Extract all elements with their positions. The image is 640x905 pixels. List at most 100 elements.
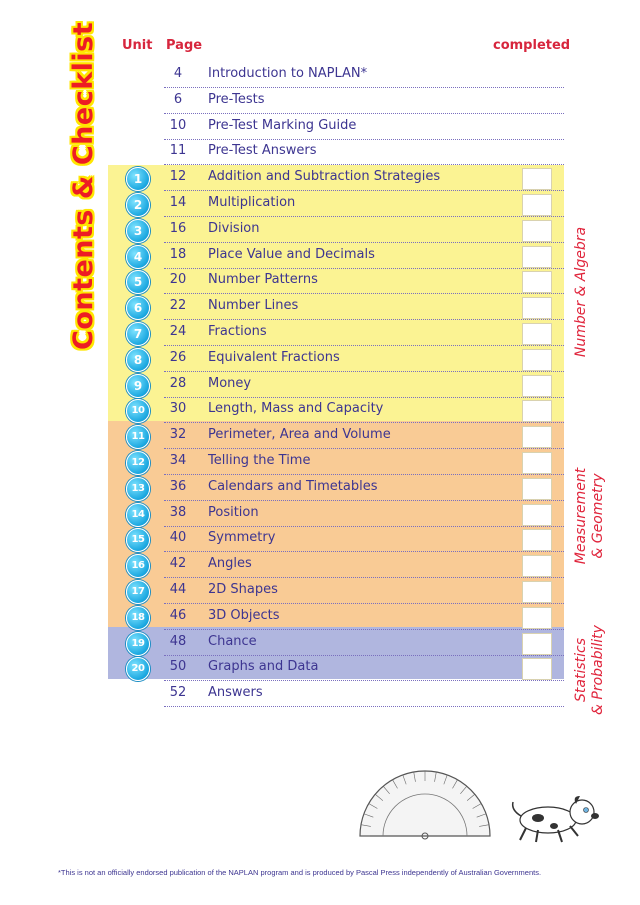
completed-checkbox[interactable] xyxy=(522,658,552,681)
number-algebra-band xyxy=(108,165,564,421)
completed-checkbox[interactable] xyxy=(522,271,552,294)
dotted-leader-line xyxy=(164,396,564,398)
dotted-leader-line xyxy=(164,190,564,192)
page-number: 38 xyxy=(169,504,187,520)
footnote: *This is not an officially endorsed publ… xyxy=(58,868,542,877)
completed-checkbox[interactable] xyxy=(522,477,552,500)
contents-row: 18 46 3D Objects xyxy=(108,604,564,630)
contents-row: 3 16 Division xyxy=(108,217,564,243)
unit-number-badge: 10 xyxy=(126,399,150,424)
contents-row: 10 Pre-Test Marking Guide xyxy=(108,114,564,140)
dotted-leader-line xyxy=(164,319,564,321)
protractor-tick xyxy=(402,774,407,785)
dog-illustration xyxy=(511,796,599,843)
page-number: 48 xyxy=(169,633,187,649)
protractor-tick xyxy=(476,813,487,818)
contents-row: 9 28 Money xyxy=(108,372,564,398)
completed-checkbox[interactable] xyxy=(522,529,552,552)
unit-number-badge: 11 xyxy=(126,425,150,450)
completed-checkbox[interactable] xyxy=(522,606,552,629)
completed-checkbox[interactable] xyxy=(522,245,552,268)
page-number: 16 xyxy=(169,220,187,236)
topic-title: Graphs and Data xyxy=(208,659,319,675)
contents-row: 4 Introduction to NAPLAN* xyxy=(108,62,564,88)
unit-number-badge: 17 xyxy=(126,580,150,604)
dotted-leader-line xyxy=(164,706,564,708)
contents-row: 11 Pre-Test Answers xyxy=(108,139,564,166)
topic-title: Pre-Tests xyxy=(208,91,265,107)
unit-column-header: Unit xyxy=(122,38,153,53)
page-number: 18 xyxy=(169,246,187,262)
unit-number-badge: 18 xyxy=(126,605,150,630)
unit-number-badge: 9 xyxy=(126,373,150,398)
contents-row: 4 18 Place Value and Decimals xyxy=(108,243,564,269)
protractor-tick xyxy=(368,803,378,809)
dotted-leader-line xyxy=(164,603,564,604)
strand-label-line-1: Statistics xyxy=(573,638,589,702)
completed-checkbox[interactable] xyxy=(522,400,552,423)
completed-checkbox[interactable] xyxy=(522,194,552,216)
dotted-leader-line xyxy=(164,87,564,88)
completed-checkbox[interactable] xyxy=(522,503,552,526)
contents-row: 19 48 Chance xyxy=(108,630,564,656)
topic-title: 3D Objects xyxy=(208,607,280,623)
page-number: 34 xyxy=(169,453,187,468)
completed-checkbox[interactable] xyxy=(522,555,552,578)
contents-row: 2 14 Multiplication xyxy=(108,191,564,217)
unit-number-badge: 6 xyxy=(126,296,150,321)
unit-number-badge: 8 xyxy=(126,347,150,372)
contents-row: 10 30 Length, Mass and Capacity xyxy=(108,397,564,424)
completed-checkbox[interactable] xyxy=(522,168,552,191)
page-number: 6 xyxy=(173,91,183,107)
completed-checkbox[interactable] xyxy=(522,452,552,474)
completed-checkbox[interactable] xyxy=(522,632,552,655)
topic-title: Fractions xyxy=(208,324,267,339)
contents-row: 15 40 Symmetry xyxy=(108,526,564,553)
contents-row: 11 32 Perimeter, Area and Volume xyxy=(108,423,564,450)
topic-title: Number Lines xyxy=(208,298,299,314)
page-number: 24 xyxy=(169,324,187,339)
dotted-leader-line xyxy=(164,525,564,527)
page-number: 40 xyxy=(169,530,187,546)
unit-number-badge: 4 xyxy=(126,244,150,269)
completed-checkbox[interactable] xyxy=(522,219,552,242)
dotted-leader-line xyxy=(164,164,564,166)
completed-checkbox[interactable] xyxy=(522,297,552,320)
topic-title: Introduction to NAPLAN* xyxy=(208,66,368,81)
topic-title: Position xyxy=(208,504,259,520)
page-number: 52 xyxy=(169,685,187,701)
protractor-tick xyxy=(360,824,371,827)
protractor-tick xyxy=(479,824,490,827)
topic-title: Calendars and Timetables xyxy=(208,478,378,494)
dotted-leader-line xyxy=(164,551,564,553)
page-number: 11 xyxy=(169,143,187,159)
protractor-tick xyxy=(460,786,468,795)
topic-title: Money xyxy=(208,375,252,391)
completed-checkbox[interactable] xyxy=(522,581,552,603)
dotted-leader-line xyxy=(164,216,564,217)
contents-row: 1 12 Addition and Subtraction Strategies xyxy=(108,165,564,192)
protractor-tick xyxy=(434,771,437,782)
page-number: 28 xyxy=(169,375,187,391)
topic-title: Angles xyxy=(208,556,252,572)
strand-label-statistics-probability: Statistics & Probability xyxy=(573,618,607,722)
contents-row: 16 42 Angles xyxy=(108,552,564,579)
completed-checkbox[interactable] xyxy=(522,348,552,371)
contents-row: 17 44 2D Shapes xyxy=(108,578,564,604)
completed-checkbox[interactable] xyxy=(522,323,552,345)
dotted-leader-line xyxy=(164,577,564,579)
unit-number-badge: 13 xyxy=(126,476,150,501)
dotted-leader-line xyxy=(164,422,564,424)
unit-number-badge: 20 xyxy=(126,657,150,682)
unit-number-badge: 14 xyxy=(126,502,150,527)
protractor-tick xyxy=(375,793,384,801)
completed-checkbox[interactable] xyxy=(522,426,552,449)
completed-checkbox[interactable] xyxy=(522,374,552,397)
unit-number-badge: 3 xyxy=(126,218,150,243)
protractor-tick xyxy=(443,774,448,785)
unit-number-badge: 16 xyxy=(126,554,150,579)
unit-number-badge: 1 xyxy=(126,167,150,192)
contents-checklist-title: Contents & Checklist xyxy=(68,21,99,350)
page-number: 10 xyxy=(169,117,187,133)
dotted-leader-line xyxy=(164,293,564,295)
